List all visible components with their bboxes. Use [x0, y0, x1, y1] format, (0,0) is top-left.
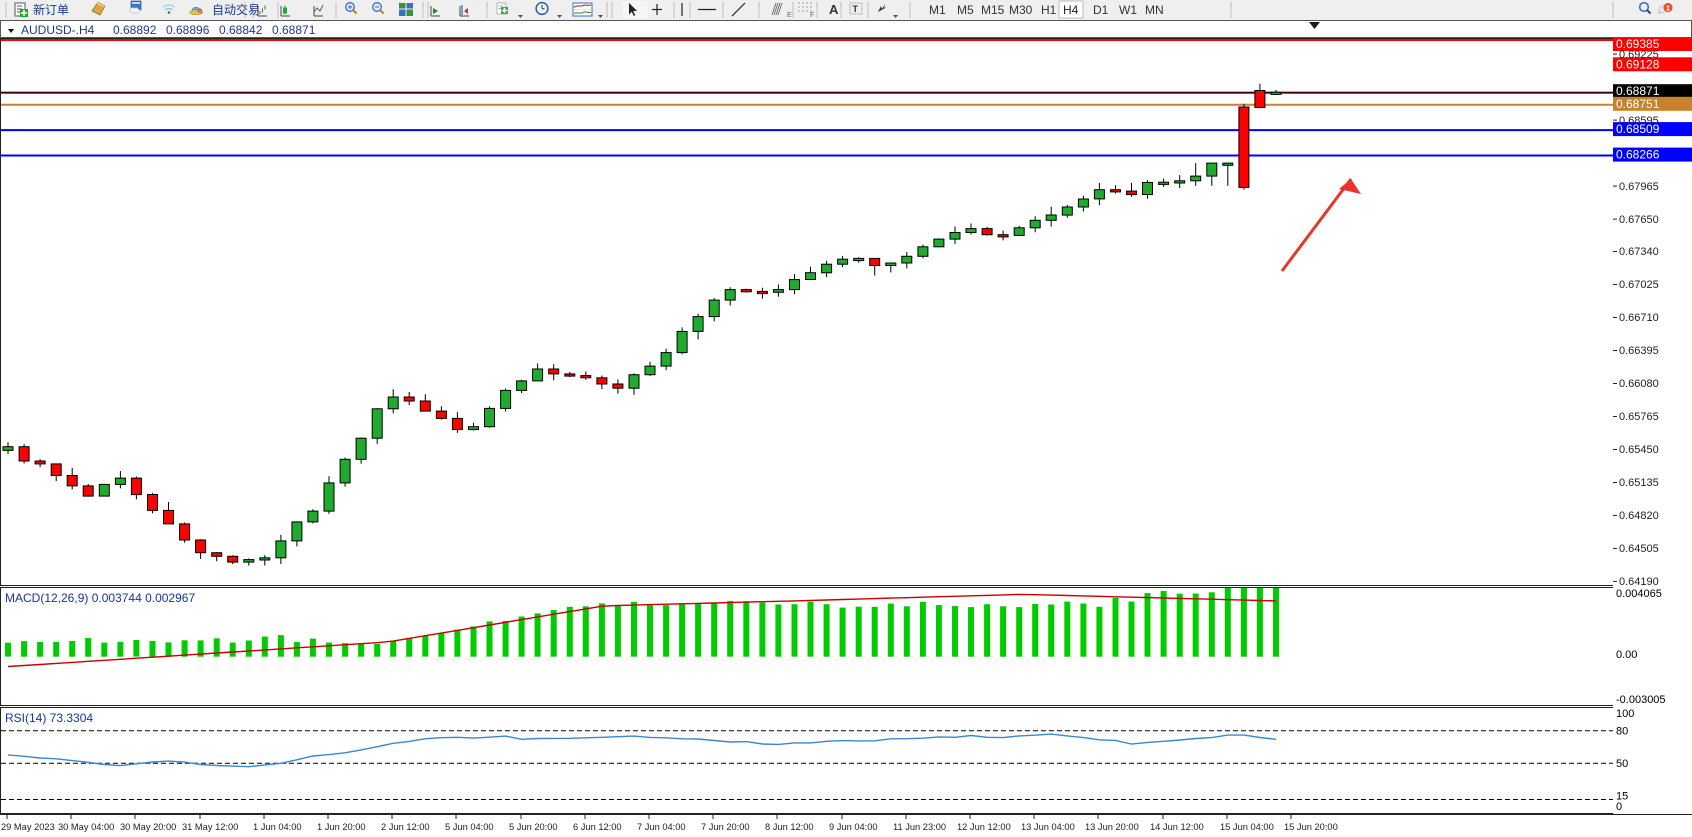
svg-text:M1: M1 [929, 3, 946, 17]
svg-text:0.68266: 0.68266 [1616, 148, 1660, 162]
svg-text:0.64820: 0.64820 [1619, 510, 1659, 522]
svg-text:14 Jun 12:00: 14 Jun 12:00 [1150, 822, 1204, 832]
svg-text:30 May 04:00: 30 May 04:00 [58, 822, 114, 832]
svg-text:0.64505: 0.64505 [1619, 543, 1659, 555]
svg-text:0.67025: 0.67025 [1619, 279, 1659, 291]
svg-text:31 May 12:00: 31 May 12:00 [182, 822, 238, 832]
svg-text:11 Jun 23:00: 11 Jun 23:00 [893, 822, 946, 832]
svg-text:8 Jun 12:00: 8 Jun 12:00 [765, 822, 814, 832]
svg-text:M5: M5 [957, 3, 974, 17]
svg-text:T: T [853, 4, 859, 14]
svg-text:H4: H4 [1063, 3, 1079, 17]
svg-text:0.67340: 0.67340 [1619, 246, 1659, 258]
svg-text:13 Jun 04:00: 13 Jun 04:00 [1021, 822, 1075, 832]
svg-text:0.66710: 0.66710 [1619, 312, 1659, 324]
svg-text:M30: M30 [1009, 3, 1033, 17]
svg-text:M15: M15 [981, 3, 1005, 17]
svg-text:15 Jun 20:00: 15 Jun 20:00 [1284, 822, 1338, 832]
svg-text:0.66080: 0.66080 [1619, 378, 1659, 390]
svg-text:50: 50 [1616, 758, 1628, 770]
svg-text:1 Jun 20:00: 1 Jun 20:00 [317, 822, 366, 832]
svg-text:0.67650: 0.67650 [1619, 214, 1659, 226]
svg-text:13 Jun 20:00: 13 Jun 20:00 [1085, 822, 1139, 832]
svg-text:D1: D1 [1093, 3, 1109, 17]
svg-text:15 Jun 04:00: 15 Jun 04:00 [1220, 822, 1274, 832]
svg-text:A: A [829, 2, 839, 17]
svg-text:100: 100 [1616, 708, 1634, 720]
svg-text:0.69225: 0.69225 [1619, 49, 1659, 61]
svg-text:E: E [787, 12, 792, 19]
svg-text:5 Jun 20:00: 5 Jun 20:00 [509, 822, 558, 832]
svg-text:12 Jun 12:00: 12 Jun 12:00 [957, 822, 1011, 832]
svg-text:0.66395: 0.66395 [1619, 345, 1659, 357]
svg-text:9 Jun 04:00: 9 Jun 04:00 [829, 822, 878, 832]
svg-text:-0.003005: -0.003005 [1616, 694, 1666, 706]
svg-text:0.68751: 0.68751 [1616, 97, 1660, 111]
svg-text:7 Jun 20:00: 7 Jun 20:00 [701, 822, 750, 832]
svg-text:0.65450: 0.65450 [1619, 444, 1659, 456]
svg-text:新订单: 新订单 [33, 2, 69, 17]
svg-text:2 Jun 12:00: 2 Jun 12:00 [381, 822, 430, 832]
svg-text:0.68595: 0.68595 [1619, 115, 1659, 127]
svg-text:MN: MN [1145, 3, 1164, 17]
svg-text:0.00: 0.00 [1616, 649, 1637, 661]
svg-text:7 Jun 04:00: 7 Jun 04:00 [637, 822, 686, 832]
svg-text:0.65765: 0.65765 [1619, 411, 1659, 423]
svg-text:0.67965: 0.67965 [1619, 181, 1659, 193]
svg-text:F: F [810, 12, 814, 19]
svg-text:自动交易: 自动交易 [212, 2, 260, 17]
svg-text:30 May 20:00: 30 May 20:00 [120, 822, 176, 832]
svg-text:W1: W1 [1119, 3, 1137, 17]
svg-text:0.004065: 0.004065 [1616, 588, 1662, 600]
svg-text:1 Jun 04:00: 1 Jun 04:00 [253, 822, 302, 832]
svg-text:0: 0 [1616, 801, 1622, 813]
svg-text:0.64190: 0.64190 [1619, 576, 1659, 586]
svg-text:5 Jun 04:00: 5 Jun 04:00 [445, 822, 494, 832]
svg-text:H1: H1 [1041, 3, 1057, 17]
svg-text:29 May 2023: 29 May 2023 [1, 822, 55, 832]
svg-text:6 Jun 12:00: 6 Jun 12:00 [573, 822, 622, 832]
svg-text:0.65135: 0.65135 [1619, 477, 1659, 489]
svg-text:1: 1 [1666, 4, 1670, 13]
svg-text:80: 80 [1616, 726, 1628, 738]
